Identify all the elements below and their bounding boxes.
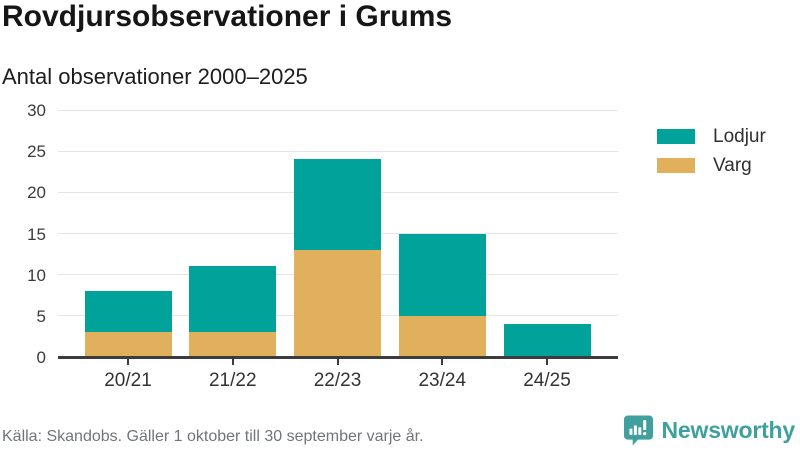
legend-item-varg: Varg bbox=[657, 155, 766, 176]
y-axis-tick-label: 0 bbox=[36, 348, 46, 367]
y-axis-tick-label: 15 bbox=[27, 224, 46, 244]
legend: Lodjur Varg bbox=[657, 126, 766, 187]
newsworthy-icon bbox=[623, 415, 653, 446]
x-axis-tick-label: 22/23 bbox=[313, 370, 362, 391]
legend-item-lodjur: Lodjur bbox=[657, 126, 766, 147]
brand-name: Newsworthy bbox=[661, 417, 796, 443]
source-note: Källa: Skandobs. Gäller 1 oktober till 3… bbox=[2, 428, 424, 445]
x-axis-tick-label: 20/21 bbox=[104, 370, 152, 391]
gridline-y-30 bbox=[58, 109, 618, 111]
legend-swatch-varg bbox=[657, 158, 695, 173]
bar-segment-lodjur-21/22 bbox=[189, 266, 277, 333]
x-axis-tick-24/25 bbox=[546, 358, 548, 365]
y-axis-tick-label: 30 bbox=[27, 101, 46, 120]
legend-label-varg: Varg bbox=[713, 154, 752, 176]
y-axis-tick-label: 25 bbox=[27, 142, 46, 162]
bar-segment-varg-23/24 bbox=[398, 315, 486, 357]
bar-segment-varg-22/23 bbox=[294, 249, 381, 357]
bar-segment-lodjur-24/25 bbox=[503, 324, 591, 357]
bar-segment-varg-21/22 bbox=[189, 332, 277, 357]
x-axis-tick-21/22 bbox=[231, 358, 234, 365]
brand-logo: Newsworthy bbox=[623, 415, 796, 446]
x-axis-tick-20/21 bbox=[127, 358, 129, 365]
x-axis-tick-label: 23/24 bbox=[418, 370, 467, 391]
chart-subtitle: Antal observationer 2000–2025 bbox=[2, 64, 308, 89]
bar-segment-lodjur-20/21 bbox=[84, 291, 172, 333]
y-axis-tick-label: 20 bbox=[27, 183, 46, 203]
bar-segment-lodjur-23/24 bbox=[398, 233, 486, 316]
x-axis-tick-label: 24/25 bbox=[523, 370, 571, 391]
y-axis-tick-label: 5 bbox=[36, 306, 46, 326]
x-axis-tick-22/23 bbox=[336, 358, 339, 365]
y-axis-tick-label: 10 bbox=[27, 265, 46, 285]
bar-segment-varg-20/21 bbox=[84, 332, 172, 357]
legend-swatch-lodjur bbox=[657, 129, 695, 144]
chart-title: Rovdjursobservationer i Grums bbox=[2, 0, 453, 33]
x-axis-tick-label: 21/22 bbox=[208, 370, 257, 391]
gridline-y-25 bbox=[58, 150, 618, 152]
legend-label-lodjur: Lodjur bbox=[713, 125, 766, 147]
x-axis-line bbox=[58, 355, 618, 359]
x-axis-tick-23/24 bbox=[441, 358, 444, 365]
bar-segment-lodjur-22/23 bbox=[294, 159, 381, 250]
